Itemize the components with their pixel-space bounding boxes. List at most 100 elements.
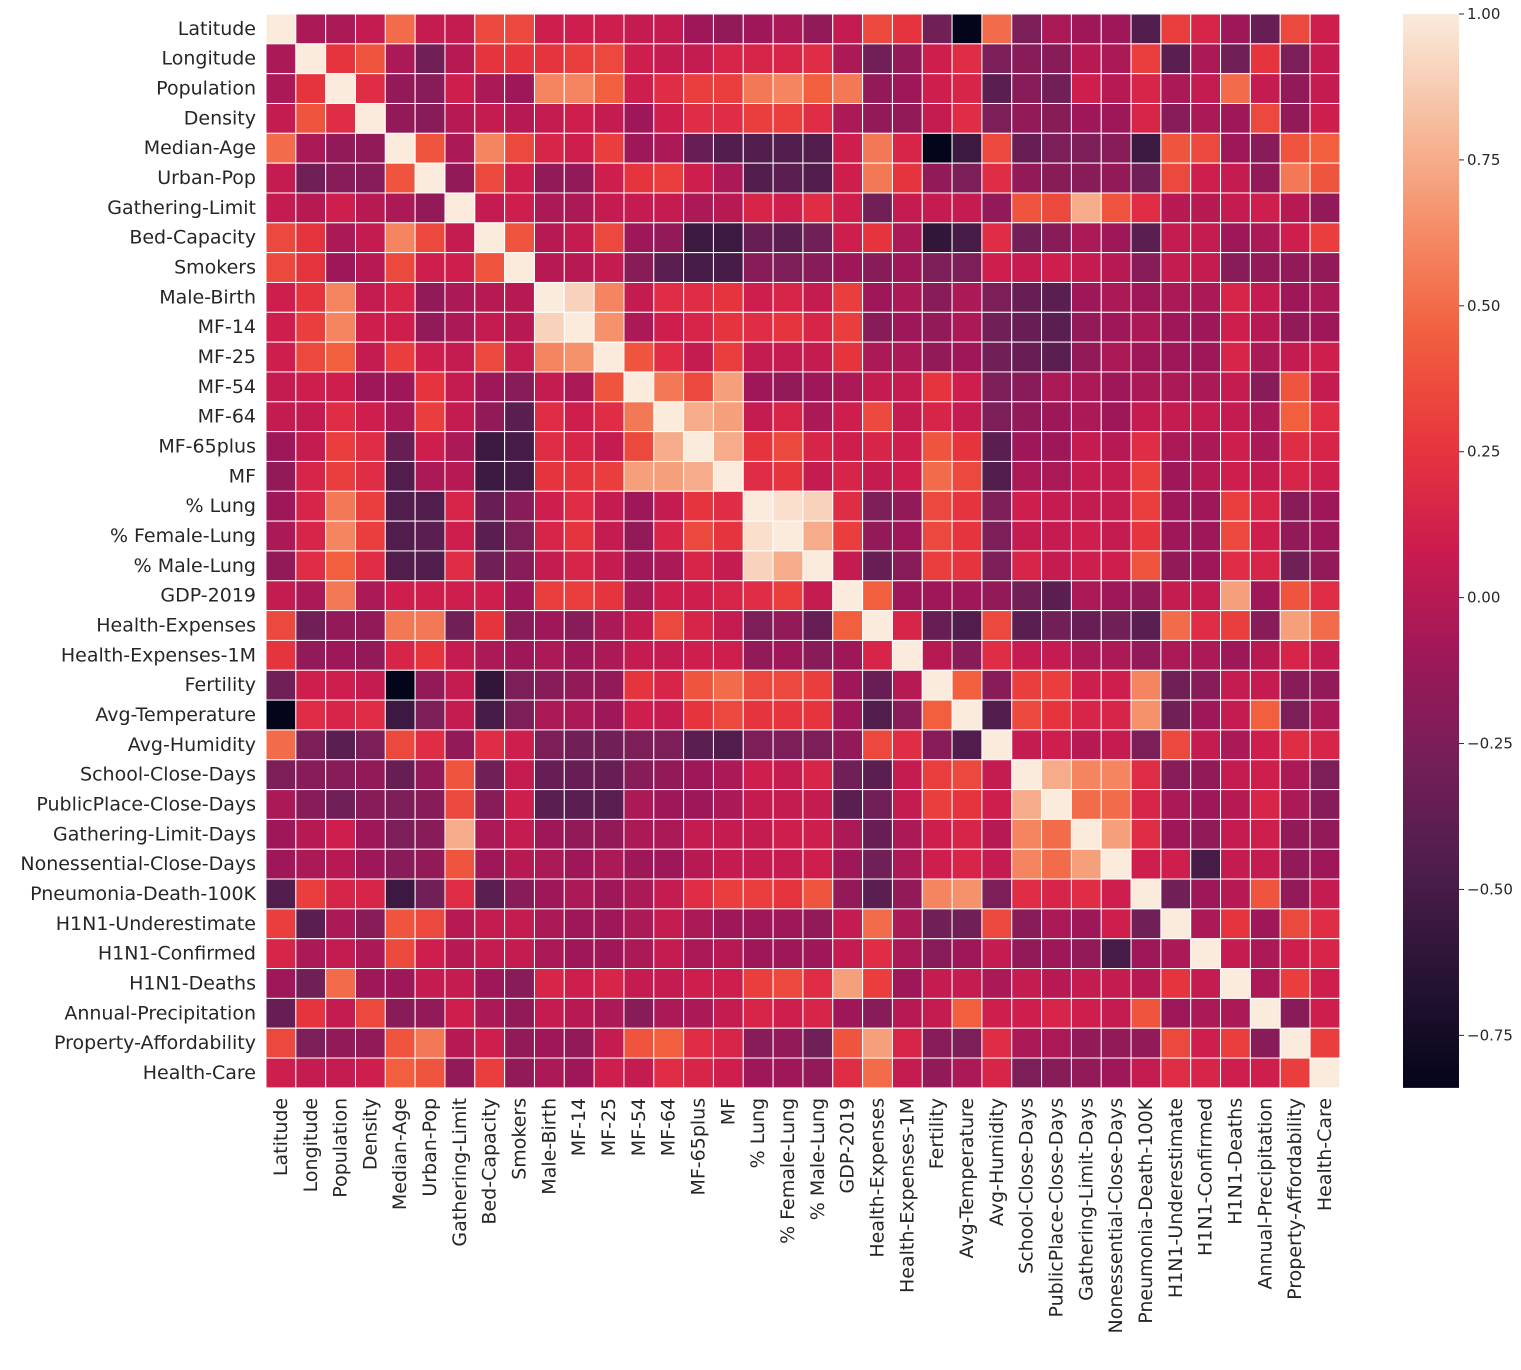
heatmap-cell [1041, 878, 1072, 910]
heatmap-cell [474, 848, 506, 880]
y-tick-label: Bed-Capacity [129, 227, 256, 249]
heatmap-cell [772, 520, 804, 552]
heatmap-cell [1070, 132, 1102, 164]
heatmap-cell [921, 43, 953, 75]
heatmap-cell [1041, 73, 1072, 104]
heatmap-cell [623, 13, 655, 45]
heatmap-cell [1190, 431, 1222, 462]
heatmap-cell [1041, 281, 1072, 313]
heatmap-cell [1190, 1027, 1222, 1059]
heatmap-cell [772, 102, 804, 134]
heatmap-cell [563, 460, 595, 492]
heatmap-cell [862, 520, 893, 552]
heatmap-cell [891, 610, 923, 641]
heatmap-cell [504, 252, 535, 283]
heatmap-cell [921, 878, 953, 910]
heatmap-cell [444, 848, 476, 880]
heatmap-cell [1070, 73, 1102, 104]
heatmap-cell [1041, 371, 1072, 403]
heatmap-cell [325, 222, 356, 254]
heatmap-cell [593, 281, 625, 313]
heatmap-cell [862, 789, 893, 820]
heatmap-cell [1220, 102, 1251, 134]
heatmap-cell [742, 818, 774, 850]
heatmap-cell [1070, 1057, 1102, 1089]
heatmap-cell [325, 908, 356, 940]
heatmap-cell [712, 669, 744, 701]
heatmap-cell [921, 490, 953, 522]
heatmap-cell [593, 669, 625, 701]
heatmap-cell [891, 968, 923, 999]
heatmap-cell [951, 490, 983, 522]
x-tick-label: Health-Care [1314, 1098, 1336, 1211]
heatmap-cell [921, 311, 953, 343]
heatmap-cell [653, 848, 685, 880]
heatmap-cell [1309, 431, 1341, 462]
heatmap-cell [1279, 878, 1311, 910]
heatmap-cell [862, 162, 893, 194]
heatmap-cell [1070, 759, 1102, 791]
heatmap-cell [1249, 520, 1281, 552]
heatmap-cell [981, 281, 1013, 313]
heatmap-cell [772, 580, 804, 612]
heatmap-cell [1011, 102, 1043, 134]
heatmap-cell [832, 610, 864, 641]
heatmap-cell [354, 162, 386, 194]
heatmap-cell [325, 132, 356, 164]
heatmap-cell [951, 848, 983, 880]
heatmap-cell [1011, 818, 1043, 850]
heatmap-cell [533, 789, 565, 820]
heatmap-cell [1100, 102, 1132, 134]
heatmap-cell [384, 759, 416, 791]
heatmap-cell [1070, 818, 1102, 850]
heatmap-cell [951, 311, 983, 343]
heatmap-cell [533, 431, 565, 462]
x-tick-label: Health-Expenses-1M [896, 1098, 918, 1293]
heatmap-cell [951, 43, 983, 75]
heatmap-cell [533, 311, 565, 343]
heatmap-cell [921, 371, 953, 403]
heatmap-cell [951, 938, 983, 970]
heatmap-cell [951, 252, 983, 283]
heatmap-cell [921, 997, 953, 1029]
heatmap-cell [891, 162, 923, 194]
heatmap-cell [891, 938, 923, 970]
heatmap-cell [712, 1057, 744, 1089]
heatmap-cell [1100, 73, 1132, 104]
heatmap-cell [474, 878, 506, 910]
heatmap-cell [533, 580, 565, 612]
heatmap-cell [295, 132, 327, 164]
heatmap-cell [653, 818, 685, 850]
heatmap-cell [593, 460, 625, 492]
heatmap-cell [1279, 341, 1311, 373]
heatmap-cell [384, 848, 416, 880]
heatmap-cell [742, 908, 774, 940]
heatmap-cell [1249, 580, 1281, 612]
heatmap-cell [384, 102, 416, 134]
heatmap-cell [563, 490, 595, 522]
heatmap-cell [1100, 490, 1132, 522]
heatmap-cell [951, 102, 983, 134]
heatmap-cell [1160, 908, 1192, 940]
heatmap-cell [474, 192, 506, 224]
heatmap-cell [414, 997, 446, 1029]
y-tick-label: % Female-Lung [110, 525, 256, 547]
heatmap-cell [921, 520, 953, 552]
heatmap-cell [295, 848, 327, 880]
heatmap-cell [1130, 13, 1162, 45]
heatmap-cell [891, 281, 923, 313]
heatmap-cell [742, 222, 774, 254]
heatmap-cell [1070, 878, 1102, 910]
heatmap-cell [354, 968, 386, 999]
colorbar-tick-label: 0.00 [1467, 589, 1500, 607]
heatmap-cell [802, 13, 834, 45]
heatmap-cell [533, 341, 565, 373]
heatmap-cell [802, 818, 834, 850]
heatmap-cell [1249, 729, 1281, 761]
heatmap-cell [772, 1027, 804, 1059]
y-tick-label: Property-Affordability [54, 1032, 256, 1054]
heatmap-cell [1190, 222, 1222, 254]
heatmap-cell [504, 759, 535, 791]
heatmap-cell [742, 729, 774, 761]
heatmap-cell [623, 997, 655, 1029]
